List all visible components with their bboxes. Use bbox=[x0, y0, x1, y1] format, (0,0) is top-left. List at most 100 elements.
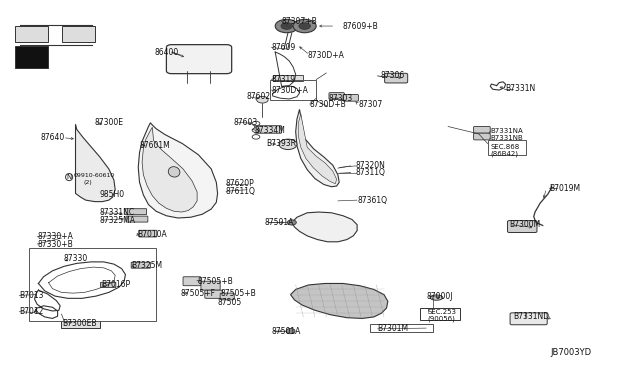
Circle shape bbox=[252, 121, 260, 126]
Text: 09910-60610: 09910-60610 bbox=[74, 173, 115, 178]
Circle shape bbox=[252, 128, 260, 132]
Bar bbox=[29, 248, 156, 321]
FancyBboxPatch shape bbox=[131, 262, 150, 268]
Text: B7300M: B7300M bbox=[509, 220, 541, 229]
Text: 87505+B: 87505+B bbox=[197, 278, 233, 286]
Text: 87311Q: 87311Q bbox=[356, 168, 386, 177]
Text: 87505: 87505 bbox=[218, 298, 242, 307]
Circle shape bbox=[299, 23, 310, 29]
Bar bbox=[488, 140, 526, 155]
Text: 87307: 87307 bbox=[358, 100, 383, 109]
Text: (90056): (90056) bbox=[428, 315, 456, 322]
Text: 87601M: 87601M bbox=[140, 141, 170, 150]
Text: 87319: 87319 bbox=[271, 75, 296, 84]
Text: 87611Q: 87611Q bbox=[226, 187, 256, 196]
Text: B7301M: B7301M bbox=[378, 324, 409, 333]
Text: 8730D+B: 8730D+B bbox=[310, 100, 346, 109]
Text: B7331N: B7331N bbox=[506, 84, 536, 93]
Text: 87361Q: 87361Q bbox=[357, 196, 387, 205]
FancyBboxPatch shape bbox=[385, 73, 408, 83]
FancyBboxPatch shape bbox=[220, 293, 234, 300]
Text: 87330+A: 87330+A bbox=[37, 232, 73, 241]
Text: (86B42): (86B42) bbox=[490, 150, 518, 157]
FancyBboxPatch shape bbox=[343, 94, 358, 101]
Polygon shape bbox=[298, 114, 337, 184]
FancyBboxPatch shape bbox=[139, 230, 157, 237]
Bar bbox=[420, 308, 460, 320]
Bar bbox=[370, 324, 433, 332]
Text: B7331NB: B7331NB bbox=[490, 135, 523, 141]
FancyBboxPatch shape bbox=[125, 209, 147, 215]
Text: 87640: 87640 bbox=[40, 133, 65, 142]
Text: 87501A: 87501A bbox=[265, 218, 294, 227]
FancyBboxPatch shape bbox=[510, 313, 547, 325]
Text: 87501A: 87501A bbox=[271, 327, 301, 336]
Polygon shape bbox=[76, 124, 115, 202]
Text: 87330+B: 87330+B bbox=[37, 240, 73, 248]
Polygon shape bbox=[296, 109, 339, 187]
Text: N: N bbox=[67, 174, 72, 180]
Text: 87306: 87306 bbox=[381, 71, 405, 80]
Text: 87000J: 87000J bbox=[426, 292, 452, 301]
FancyBboxPatch shape bbox=[126, 216, 148, 222]
Text: 87300E: 87300E bbox=[95, 118, 124, 126]
FancyBboxPatch shape bbox=[166, 45, 232, 74]
Text: B7013: B7013 bbox=[19, 291, 44, 300]
Text: B7393R: B7393R bbox=[266, 139, 296, 148]
Polygon shape bbox=[291, 283, 388, 318]
FancyBboxPatch shape bbox=[205, 290, 223, 298]
Text: 86400: 86400 bbox=[155, 48, 179, 57]
Circle shape bbox=[275, 19, 298, 33]
FancyBboxPatch shape bbox=[474, 126, 490, 133]
Text: B7331ND: B7331ND bbox=[513, 312, 549, 321]
Text: B7300EB: B7300EB bbox=[63, 319, 97, 328]
Text: 87505+F: 87505+F bbox=[180, 289, 216, 298]
FancyBboxPatch shape bbox=[508, 221, 537, 232]
Bar bbox=[273, 75, 303, 81]
FancyBboxPatch shape bbox=[329, 93, 344, 99]
FancyBboxPatch shape bbox=[100, 282, 116, 288]
Text: 87620P: 87620P bbox=[226, 179, 255, 188]
Text: B7331NA: B7331NA bbox=[490, 128, 523, 134]
Ellipse shape bbox=[430, 295, 443, 300]
Ellipse shape bbox=[168, 167, 180, 177]
Text: 87609: 87609 bbox=[271, 43, 296, 52]
Text: B7325M: B7325M bbox=[131, 261, 163, 270]
Bar bbox=[61, 321, 100, 328]
Text: B7010A: B7010A bbox=[137, 230, 166, 239]
Text: SEC.253: SEC.253 bbox=[428, 309, 456, 315]
FancyBboxPatch shape bbox=[183, 277, 201, 286]
Circle shape bbox=[257, 96, 268, 103]
Text: B7019M: B7019M bbox=[549, 184, 580, 193]
Text: 87330: 87330 bbox=[64, 254, 88, 263]
Polygon shape bbox=[142, 127, 197, 212]
Text: 8730D+A: 8730D+A bbox=[307, 51, 344, 60]
Text: 87602: 87602 bbox=[246, 92, 271, 101]
Text: 87334M: 87334M bbox=[255, 126, 285, 135]
FancyBboxPatch shape bbox=[474, 133, 490, 140]
Circle shape bbox=[281, 23, 292, 29]
Circle shape bbox=[287, 220, 296, 225]
Circle shape bbox=[286, 328, 295, 334]
Text: 87331NC: 87331NC bbox=[99, 208, 134, 217]
Polygon shape bbox=[292, 212, 357, 242]
FancyBboxPatch shape bbox=[255, 126, 282, 133]
FancyBboxPatch shape bbox=[201, 281, 220, 290]
Text: 87303: 87303 bbox=[328, 94, 353, 103]
Text: SEC.868: SEC.868 bbox=[490, 144, 520, 150]
Text: B7012: B7012 bbox=[19, 307, 44, 316]
Text: 87307+B: 87307+B bbox=[282, 17, 317, 26]
Circle shape bbox=[293, 19, 316, 33]
Text: 87320N: 87320N bbox=[356, 161, 386, 170]
Circle shape bbox=[279, 139, 297, 150]
Polygon shape bbox=[138, 123, 218, 218]
Circle shape bbox=[252, 135, 260, 139]
Text: 8730D+A: 8730D+A bbox=[271, 86, 308, 94]
Text: 87609+B: 87609+B bbox=[342, 22, 378, 31]
Text: (2): (2) bbox=[83, 180, 92, 185]
Text: 985H0: 985H0 bbox=[99, 190, 124, 199]
Text: 87603: 87603 bbox=[234, 118, 258, 126]
Text: B7016P: B7016P bbox=[101, 280, 131, 289]
Text: 87505+B: 87505+B bbox=[221, 289, 257, 298]
Bar bbox=[270, 80, 316, 100]
